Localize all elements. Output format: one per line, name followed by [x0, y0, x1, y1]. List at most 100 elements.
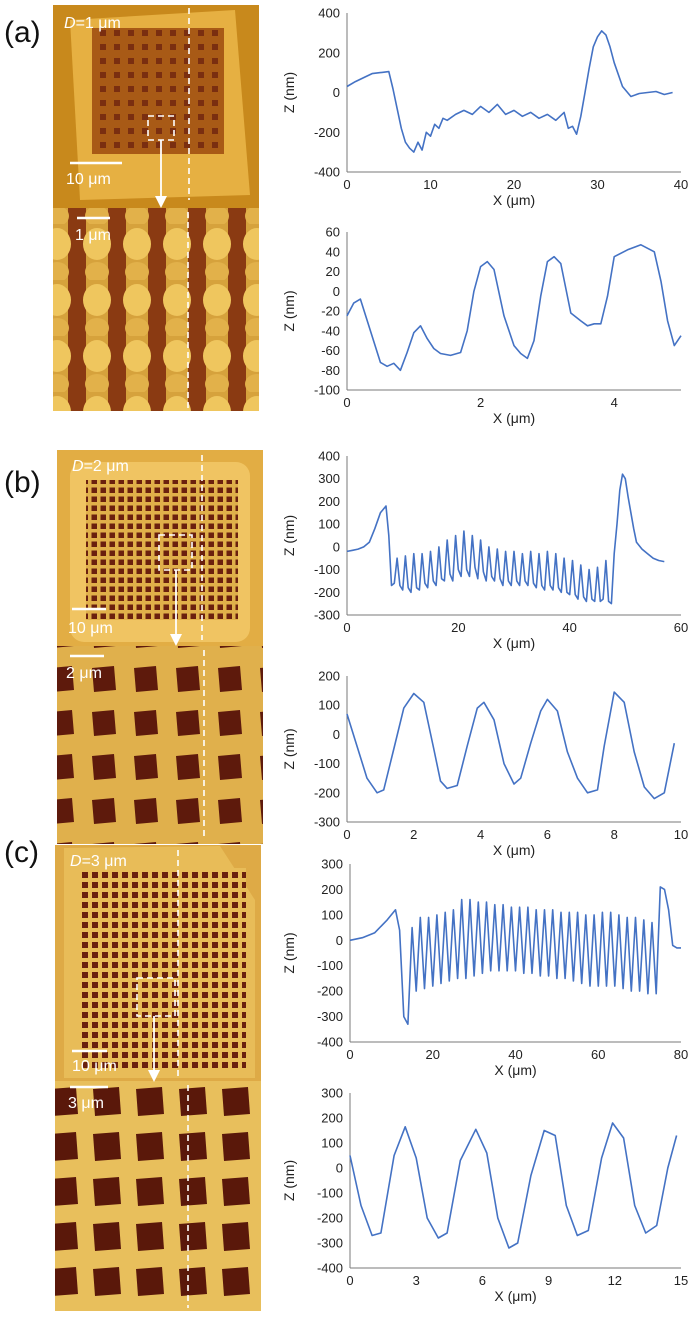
y-axis-label: Z (nm)	[281, 728, 297, 769]
y-tick-label: -200	[314, 125, 340, 140]
x-tick-label: 0	[343, 177, 350, 192]
profile-chart-b-overview: -300 -200 -100 0 100 200 300 400 0 20 40 60 X (μm) Z …	[281, 449, 688, 652]
y-tick-label: 0	[333, 85, 340, 100]
y-axis-label: Z (nm)	[281, 932, 297, 973]
y-tick-label: -400	[317, 1261, 343, 1276]
x-tick-label: 9	[545, 1273, 552, 1288]
y-axis-label: Z (nm)	[281, 1160, 297, 1201]
profile-chart-c-overview: -400 -300 -200 -100 0 100 200 300 0 20 40 60 80 X (μm…	[281, 857, 688, 1079]
x-tick-label: 3	[413, 1273, 420, 1288]
panel-b-label: (b)	[4, 466, 41, 499]
y-tick-label: -200	[314, 785, 340, 800]
profile-series-line	[349, 886, 681, 1025]
x-axis-label: X (μm)	[493, 842, 535, 858]
x-axis-label: X (μm)	[493, 410, 535, 426]
y-tick-label: -300	[314, 608, 340, 623]
profile-chart-c-zoom: -400 -300 -200 -100 0 100 200 300 0 3 6 9 12 15 X (μm)…	[281, 1086, 688, 1305]
y-tick-label: 400	[318, 6, 340, 21]
y-tick-label: -100	[314, 562, 340, 577]
zoom-region-box-c	[136, 977, 176, 1017]
y-tick-label: -100	[317, 1186, 343, 1201]
y-tick-label: -60	[321, 343, 340, 358]
profile-series-line	[349, 1122, 678, 1249]
x-axis-label: X (μm)	[494, 1288, 536, 1304]
y-tick-label: -300	[314, 815, 340, 830]
profile-series-line	[346, 30, 673, 153]
x-tick-label: 40	[508, 1047, 522, 1062]
y-tick-label: 0	[336, 933, 343, 948]
scale-label-overview-a: 10 μm	[66, 171, 111, 188]
d-symbol-b: D	[72, 458, 84, 475]
afm-overview-c: D=3 μm 10 μm	[55, 845, 261, 1081]
d-symbol-c: D	[70, 853, 82, 870]
zoom-arrow-b	[170, 570, 182, 646]
profile-chart-a-overview: -400 -200 0 200 400 0 10 20 30 40 X (μm) Z (nm)	[281, 6, 688, 209]
svg-text:D=3 μm: D=3 μm	[70, 853, 127, 870]
x-tick-label: 10	[423, 177, 437, 192]
zoom-arrow-c	[148, 1016, 160, 1082]
y-tick-label: 0	[336, 1161, 343, 1176]
y-tick-label: 0	[333, 539, 340, 554]
x-tick-label: 0	[343, 827, 350, 842]
y-tick-label: -20	[321, 304, 340, 319]
x-tick-label: 20	[451, 620, 465, 635]
y-tick-label: -100	[314, 756, 340, 771]
d-value-b: =2 μm	[84, 458, 129, 475]
y-tick-label: 100	[318, 517, 340, 532]
y-tick-label: -100	[317, 958, 343, 973]
x-tick-label: 15	[674, 1273, 688, 1288]
x-tick-label: 4	[477, 827, 484, 842]
x-tick-label: 8	[611, 827, 618, 842]
y-tick-label: 200	[318, 669, 340, 684]
x-tick-label: 0	[343, 395, 350, 410]
scale-label-zoom-a: 1 μm	[75, 227, 111, 244]
y-tick-label: -300	[317, 1236, 343, 1251]
afm-zoom-c: 3 μm	[55, 1081, 261, 1311]
x-tick-label: 40	[674, 177, 688, 192]
y-tick-label: 60	[326, 225, 340, 240]
y-tick-label: 400	[318, 449, 340, 464]
y-tick-label: 200	[321, 1111, 343, 1126]
x-tick-label: 0	[346, 1047, 353, 1062]
y-tick-label: 300	[318, 471, 340, 486]
afm-zoom-b: 2 μm	[57, 646, 263, 844]
d-value-c: =3 μm	[82, 853, 127, 870]
panel-a-label: (a)	[4, 16, 41, 49]
scale-label-overview-b: 10 μm	[68, 620, 113, 637]
y-tick-label: 100	[321, 1136, 343, 1151]
x-tick-label: 60	[674, 620, 688, 635]
y-tick-label: 0	[333, 727, 340, 742]
x-tick-label: 2	[477, 395, 484, 410]
y-tick-label: -100	[314, 383, 340, 398]
x-tick-label: 80	[674, 1047, 688, 1062]
y-tick-label: -200	[317, 984, 343, 999]
x-tick-label: 6	[544, 827, 551, 842]
y-tick-label: -200	[317, 1211, 343, 1226]
d-symbol-a: D	[64, 15, 76, 32]
x-tick-label: 0	[343, 620, 350, 635]
profile-chart-b-zoom: -300 -200 -100 0 100 200 0 2 4 6 8 10 X (μm) Z (nm)	[281, 669, 688, 859]
afm-overview-b: D=2 μm 10 μm	[57, 450, 263, 646]
y-tick-label: -40	[321, 323, 340, 338]
y-axis-label: Z (nm)	[281, 515, 297, 556]
x-tick-label: 0	[346, 1273, 353, 1288]
svg-text:D=1 μm: D=1 μm	[64, 15, 121, 32]
y-tick-label: 100	[318, 698, 340, 713]
x-tick-label: 6	[479, 1273, 486, 1288]
x-tick-label: 12	[608, 1273, 622, 1288]
y-tick-label: -80	[321, 363, 340, 378]
svg-text:D=2 μm: D=2 μm	[72, 458, 129, 475]
profile-series-line	[346, 691, 676, 800]
x-tick-label: 20	[507, 177, 521, 192]
zoom-arrow-a	[155, 140, 167, 208]
x-tick-label: 40	[562, 620, 576, 635]
y-tick-label: -400	[317, 1035, 343, 1050]
profile-chart-a-zoom: -100 -80 -60 -40 -20 0 20 40 60 0 2 4 X (μm) Z (nm)	[281, 225, 682, 426]
x-axis-label: X (μm)	[493, 192, 535, 208]
scale-label-zoom-b: 2 μm	[66, 665, 102, 682]
profile-series-line	[346, 244, 682, 372]
x-tick-label: 10	[674, 827, 688, 842]
y-tick-label: 0	[333, 284, 340, 299]
afm-zoom-a: 1 μm	[53, 208, 259, 411]
scale-label-zoom-c: 3 μm	[68, 1095, 104, 1112]
